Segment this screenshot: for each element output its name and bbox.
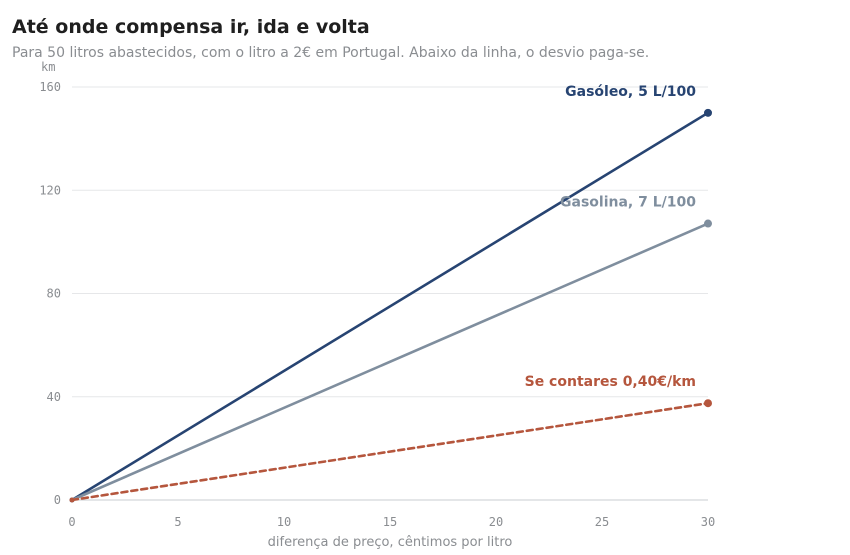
series-start-point bbox=[69, 497, 75, 503]
x-tick-label: 0 bbox=[68, 515, 75, 529]
series-labels: Gasóleo, 5 L/100 Gasolina, 7 L/100 Se cont… bbox=[525, 84, 697, 390]
x-tick-label: 20 bbox=[489, 515, 503, 529]
series-end-point bbox=[704, 108, 712, 117]
y-tick-label: 80 bbox=[47, 287, 61, 301]
series-label: Gasóleo, 5 L/100 bbox=[565, 84, 696, 100]
series-end-point bbox=[704, 399, 712, 408]
chart-title: Até onde compensa ir, ida e volta bbox=[12, 16, 370, 38]
gridlines bbox=[72, 86, 708, 398]
x-tick-label: 30 bbox=[701, 515, 715, 529]
series-label: Se contares 0,40€/km bbox=[525, 374, 696, 390]
x-tick-label: 15 bbox=[383, 515, 397, 529]
series-line bbox=[70, 401, 710, 502]
series-label: Gasolina, 7 L/100 bbox=[560, 195, 696, 211]
x-axis-label: diferença de preço, cêntimos por litro bbox=[268, 535, 513, 550]
chart-subtitle: Para 50 litros abastecidos, com o litro … bbox=[12, 45, 650, 61]
x-tick-label: 5 bbox=[174, 515, 181, 529]
series-line bbox=[70, 222, 710, 502]
series-end-point bbox=[704, 219, 712, 228]
y-tick-label: 120 bbox=[39, 183, 61, 197]
series-line bbox=[70, 111, 710, 502]
y-tick-label: 0 bbox=[54, 493, 61, 507]
y-tick-label: 160 bbox=[39, 80, 61, 94]
series-lines bbox=[69, 108, 712, 503]
y-tick-label: 40 bbox=[47, 390, 61, 404]
tick-labels: 0 40 80 120 160 0 5 10 15 20 25 30 bbox=[39, 80, 715, 529]
x-tick-label: 10 bbox=[277, 515, 291, 529]
y-axis-unit-label: km bbox=[41, 60, 55, 74]
x-tick-label: 25 bbox=[595, 515, 609, 529]
